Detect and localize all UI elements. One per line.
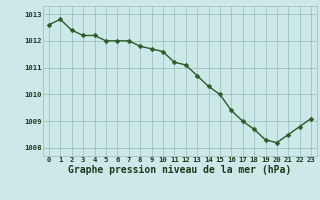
X-axis label: Graphe pression niveau de la mer (hPa): Graphe pression niveau de la mer (hPa) [68, 165, 292, 175]
